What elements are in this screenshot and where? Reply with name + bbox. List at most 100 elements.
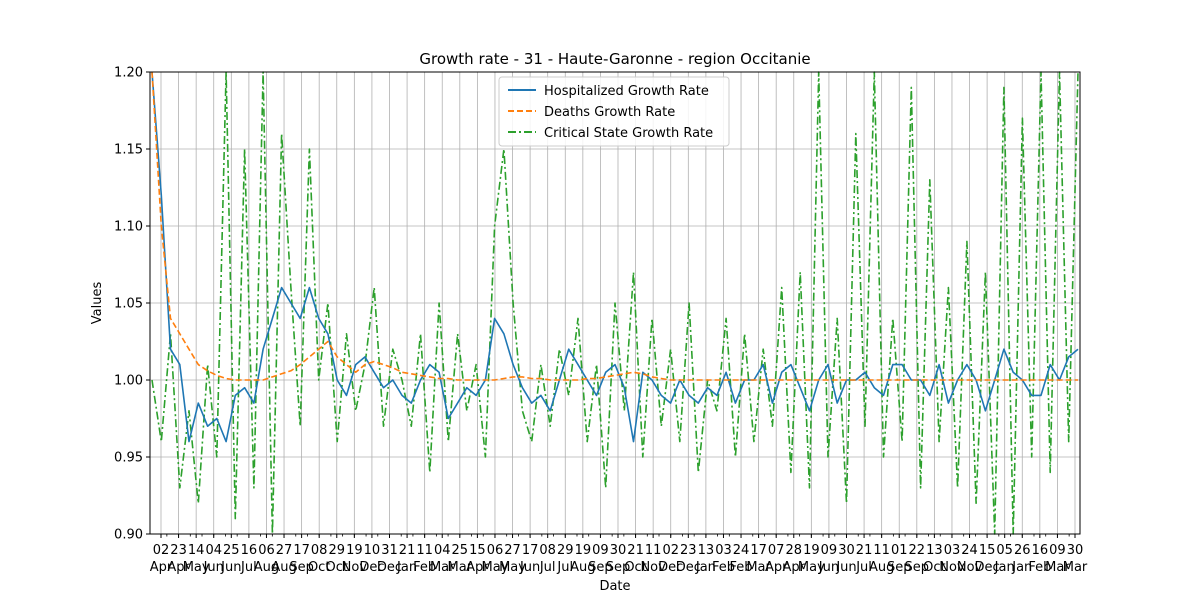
x-tick-day: 16 (1032, 543, 1049, 558)
x-tick-month: Dec (676, 560, 701, 575)
x-tick-month: Apr (466, 560, 489, 575)
x-tick-month: Jan (396, 560, 417, 575)
x-tick-month: Jun (818, 560, 839, 575)
x-tick-month: Aug (254, 560, 279, 575)
x-tick-day: 15 (469, 543, 486, 558)
x-tick-month: Apr (167, 560, 190, 575)
x-tick-day: 27 (504, 543, 521, 558)
x-tick-day: 06 (258, 543, 275, 558)
x-tick-month: Feb (730, 560, 753, 575)
x-tick-day: 11 (416, 543, 433, 558)
x-tick-day: 30 (1067, 543, 1084, 558)
x-tick-day: 03 (944, 543, 961, 558)
x-tick-day: 13 (698, 543, 715, 558)
x-tick-day: 08 (539, 543, 556, 558)
x-tick-month: Nov (640, 560, 666, 575)
x-tick-day: 09 (592, 543, 609, 558)
x-axis-label: Date (599, 579, 630, 594)
x-tick-month: Aug (570, 560, 595, 575)
x-tick-day: 11 (645, 543, 662, 558)
x-tick-month: Jan (695, 560, 716, 575)
x-tick-day: 19 (803, 543, 820, 558)
x-tick-month: Sep (606, 560, 631, 575)
x-tick-day: 17 (522, 543, 539, 558)
series-line-1 (151, 71, 1078, 381)
x-tick-month: Jun (519, 560, 540, 575)
legend-label-deaths: Deaths Growth Rate (544, 105, 675, 120)
x-tick-day: 23 (170, 543, 187, 558)
x-tick-day: 29 (328, 543, 345, 558)
x-tick-month: Apr (765, 560, 788, 575)
x-tick-day: 11 (873, 543, 890, 558)
x-tick-month: Sep (905, 560, 930, 575)
x-tick-day: 30 (838, 543, 855, 558)
x-tick-month: Dec (658, 560, 683, 575)
series-line-0 (151, 71, 1079, 443)
y-tick-label: 1.15 (114, 143, 143, 158)
x-tick-month: Nov (939, 560, 965, 575)
x-tick-month: Nov (957, 560, 983, 575)
x-tick-day: 27 (276, 543, 293, 558)
x-tick-month: Dec (359, 560, 384, 575)
x-tick-day: 04 (205, 543, 222, 558)
x-tick-month: Jul (539, 560, 556, 575)
x-tick-day: 25 (452, 543, 469, 558)
x-tick-month: Feb (413, 560, 436, 575)
x-tick-month: Jan (1011, 560, 1032, 575)
x-tick-month: Oct (326, 560, 348, 575)
x-tick-month: Jan (994, 560, 1015, 575)
x-tick-month: Apr (150, 560, 173, 575)
x-tick-day: 02 (662, 543, 679, 558)
x-tick-month: Dec (377, 560, 402, 575)
x-tick-day: 28 (785, 543, 802, 558)
x-tick-day: 03 (715, 543, 732, 558)
x-tick-day: 02 (153, 543, 170, 558)
x-tick-day: 22 (909, 543, 926, 558)
x-tick-month: Aug (271, 560, 296, 575)
x-axis-ticks: 02Apr23Apr14May04Jun25Jun16Jul06Aug27Aug… (150, 534, 1088, 575)
x-tick-month: May (499, 560, 526, 575)
x-tick-month: Mar (1063, 560, 1088, 575)
legend-label-hospitalized: Hospitalized Growth Rate (544, 84, 709, 99)
x-tick-day: 05 (996, 543, 1013, 558)
chart-title: Growth rate - 31 - Haute-Garonne - regio… (419, 50, 810, 68)
x-tick-day: 30 (610, 543, 627, 558)
legend-box (498, 76, 730, 147)
x-tick-day: 13 (926, 543, 943, 558)
x-tick-day: 24 (733, 543, 750, 558)
y-tick-label: 0.95 (114, 451, 143, 466)
x-tick-month: Oct (923, 560, 945, 575)
x-tick-day: 26 (1014, 543, 1031, 558)
y-tick-label: 1.00 (114, 374, 143, 389)
x-tick-month: Jul (855, 560, 872, 575)
x-tick-day: 08 (311, 543, 328, 558)
x-tick-day: 24 (961, 543, 978, 558)
y-tick-label: 1.10 (114, 220, 143, 235)
x-tick-month: Feb (712, 560, 735, 575)
x-tick-month: Jun (203, 560, 224, 575)
y-axis-label: Values (90, 282, 105, 325)
x-tick-day: 15 (979, 543, 996, 558)
x-tick-day: 23 (680, 543, 697, 558)
x-tick-month: Sep (289, 560, 314, 575)
x-tick-day: 09 (1049, 543, 1066, 558)
x-tick-day: 31 (381, 543, 398, 558)
y-tick-label: 1.20 (114, 66, 143, 81)
x-tick-month: Mar (430, 560, 455, 575)
x-tick-month: Jul (556, 560, 573, 575)
x-tick-day: 21 (627, 543, 644, 558)
x-tick-month: Aug (869, 560, 894, 575)
x-tick-month: May (482, 560, 509, 575)
x-tick-day: 06 (487, 543, 504, 558)
x-tick-day: 25 (223, 543, 240, 558)
x-tick-day: 29 (557, 543, 574, 558)
y-axis-ticks: 0.90 0.95 1.00 1.05 1.10 1.15 1.20 (114, 66, 150, 543)
legend: Hospitalized Growth Rate Deaths Growth R… (498, 76, 730, 147)
x-tick-day: 01 (891, 543, 908, 558)
x-tick-month: Dec (975, 560, 1000, 575)
x-tick-month: May (183, 560, 210, 575)
x-tick-month: May (798, 560, 825, 575)
x-tick-day: 04 (434, 543, 451, 558)
x-tick-month: Sep (588, 560, 613, 575)
